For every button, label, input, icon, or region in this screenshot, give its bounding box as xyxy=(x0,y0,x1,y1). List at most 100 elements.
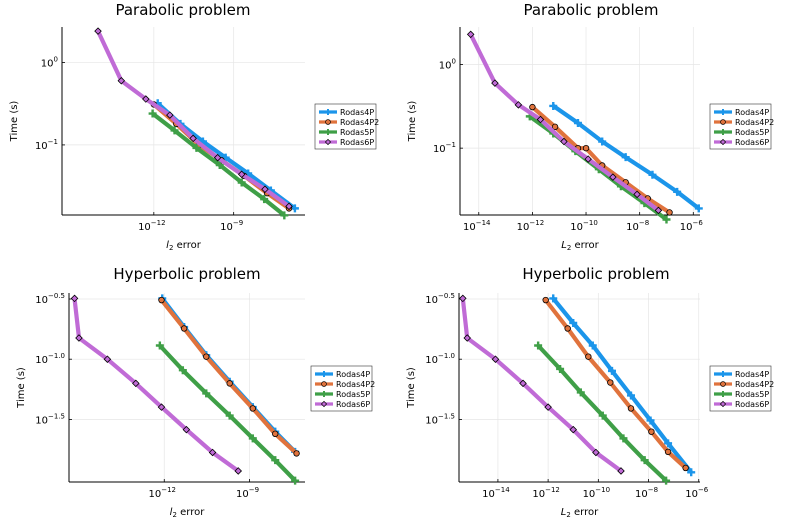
data-point xyxy=(549,294,558,303)
data-point xyxy=(564,325,571,332)
chart-title: Hyperbolic problem xyxy=(113,265,260,283)
data-point xyxy=(271,456,280,465)
data-point xyxy=(234,467,243,475)
legend-marker xyxy=(720,381,726,387)
legend-marker xyxy=(720,391,726,397)
y-tick-label: 10−0.5 xyxy=(35,292,65,306)
legend-marker xyxy=(321,391,327,397)
data-point xyxy=(70,294,79,303)
data-point xyxy=(617,467,625,475)
x-axis-label: l2 error xyxy=(170,507,206,519)
x-tick-label: 10−9 xyxy=(220,219,243,233)
x-tick-label: 10−8 xyxy=(626,219,649,233)
data-point xyxy=(621,153,630,162)
data-point xyxy=(514,101,523,109)
x-tick-label: 10−14 xyxy=(463,219,491,233)
data-point xyxy=(203,353,210,360)
data-point xyxy=(609,173,617,181)
legend-label: Rodas4P2 xyxy=(336,380,375,389)
legend-marker xyxy=(719,138,727,146)
y-tick-label: 10−1.0 xyxy=(425,352,455,366)
data-point xyxy=(666,209,673,216)
data-point xyxy=(646,416,655,425)
series-rodas4p xyxy=(158,294,300,456)
legend-label: Rodas5P xyxy=(735,128,769,137)
data-point xyxy=(544,403,552,411)
legend-marker xyxy=(720,129,726,135)
y-tick-label: 10−1 xyxy=(35,138,58,152)
legend-label: Rodas4P xyxy=(735,108,769,117)
x-tick-label: 10−9 xyxy=(236,486,259,500)
data-point xyxy=(569,425,577,434)
series-line xyxy=(72,298,240,473)
legend-label: Rodas4P xyxy=(336,370,370,379)
data-point xyxy=(132,379,140,388)
data-point xyxy=(192,143,201,152)
data-point xyxy=(654,206,663,215)
legend-marker xyxy=(325,129,331,135)
data-point xyxy=(585,353,592,360)
series-rodas5p xyxy=(148,109,289,220)
y-tick-label: 10−1.5 xyxy=(425,412,455,426)
data-point xyxy=(237,178,246,187)
data-point xyxy=(542,296,549,304)
series-line xyxy=(544,298,688,470)
data-point xyxy=(237,170,246,179)
legend-marker xyxy=(321,371,327,377)
data-point xyxy=(556,364,565,373)
legend-marker xyxy=(720,371,726,377)
data-point xyxy=(272,430,279,438)
x-tick-label: 10−12 xyxy=(517,219,545,233)
data-point xyxy=(664,439,673,448)
data-point xyxy=(529,103,536,111)
data-point xyxy=(248,434,257,443)
legend-label: Rodas4P2 xyxy=(735,118,774,127)
legend-marker xyxy=(325,109,331,115)
data-point xyxy=(491,355,500,363)
data-point xyxy=(536,115,545,124)
data-point xyxy=(166,111,174,119)
y-tick-label: 10−0.5 xyxy=(425,292,455,306)
legend-label: Rodas6P xyxy=(735,400,769,409)
x-tick-label: 10−10 xyxy=(583,486,611,500)
data-point xyxy=(588,341,597,350)
data-point xyxy=(549,101,558,110)
legend-label: Rodas5P xyxy=(340,128,374,137)
chart-title: Hyperbolic problem xyxy=(522,265,669,283)
x-axis-label: L2 error xyxy=(561,240,599,252)
x-tick-label: 10−12 xyxy=(148,486,176,500)
data-point xyxy=(291,476,300,485)
data-point xyxy=(466,30,475,39)
data-point xyxy=(103,355,112,363)
series-line xyxy=(531,105,671,215)
data-point xyxy=(148,109,157,118)
data-point xyxy=(560,137,568,146)
data-point xyxy=(213,153,222,162)
data-point xyxy=(280,211,289,220)
series-rodas6p xyxy=(459,294,625,475)
data-point xyxy=(293,450,300,457)
x-tick-label: 10−8 xyxy=(635,486,658,500)
legend-label: Rodas5P xyxy=(735,390,769,399)
data-point xyxy=(182,425,191,434)
x-axis-label: L2 error xyxy=(561,507,599,519)
data-point xyxy=(682,464,689,472)
y-tick-label: 10−1.0 xyxy=(35,352,65,366)
data-point xyxy=(633,190,641,199)
data-point xyxy=(673,187,682,196)
x-axis-label: l2 error xyxy=(166,240,202,252)
data-point xyxy=(225,411,234,420)
legend-label: Rodas4P2 xyxy=(340,118,379,127)
x-tick-label: 10−12 xyxy=(138,219,166,233)
data-point xyxy=(569,318,578,327)
legend-marker xyxy=(325,119,331,125)
data-point xyxy=(687,468,696,477)
data-point xyxy=(694,204,703,213)
data-point xyxy=(285,202,293,211)
data-point xyxy=(178,366,187,375)
legend-marker xyxy=(320,400,328,408)
chart-panel-3: Hyperbolic problem 10−12 10−9 10−1.5 10−1.0 1… xyxy=(16,265,375,519)
data-point xyxy=(662,476,671,485)
